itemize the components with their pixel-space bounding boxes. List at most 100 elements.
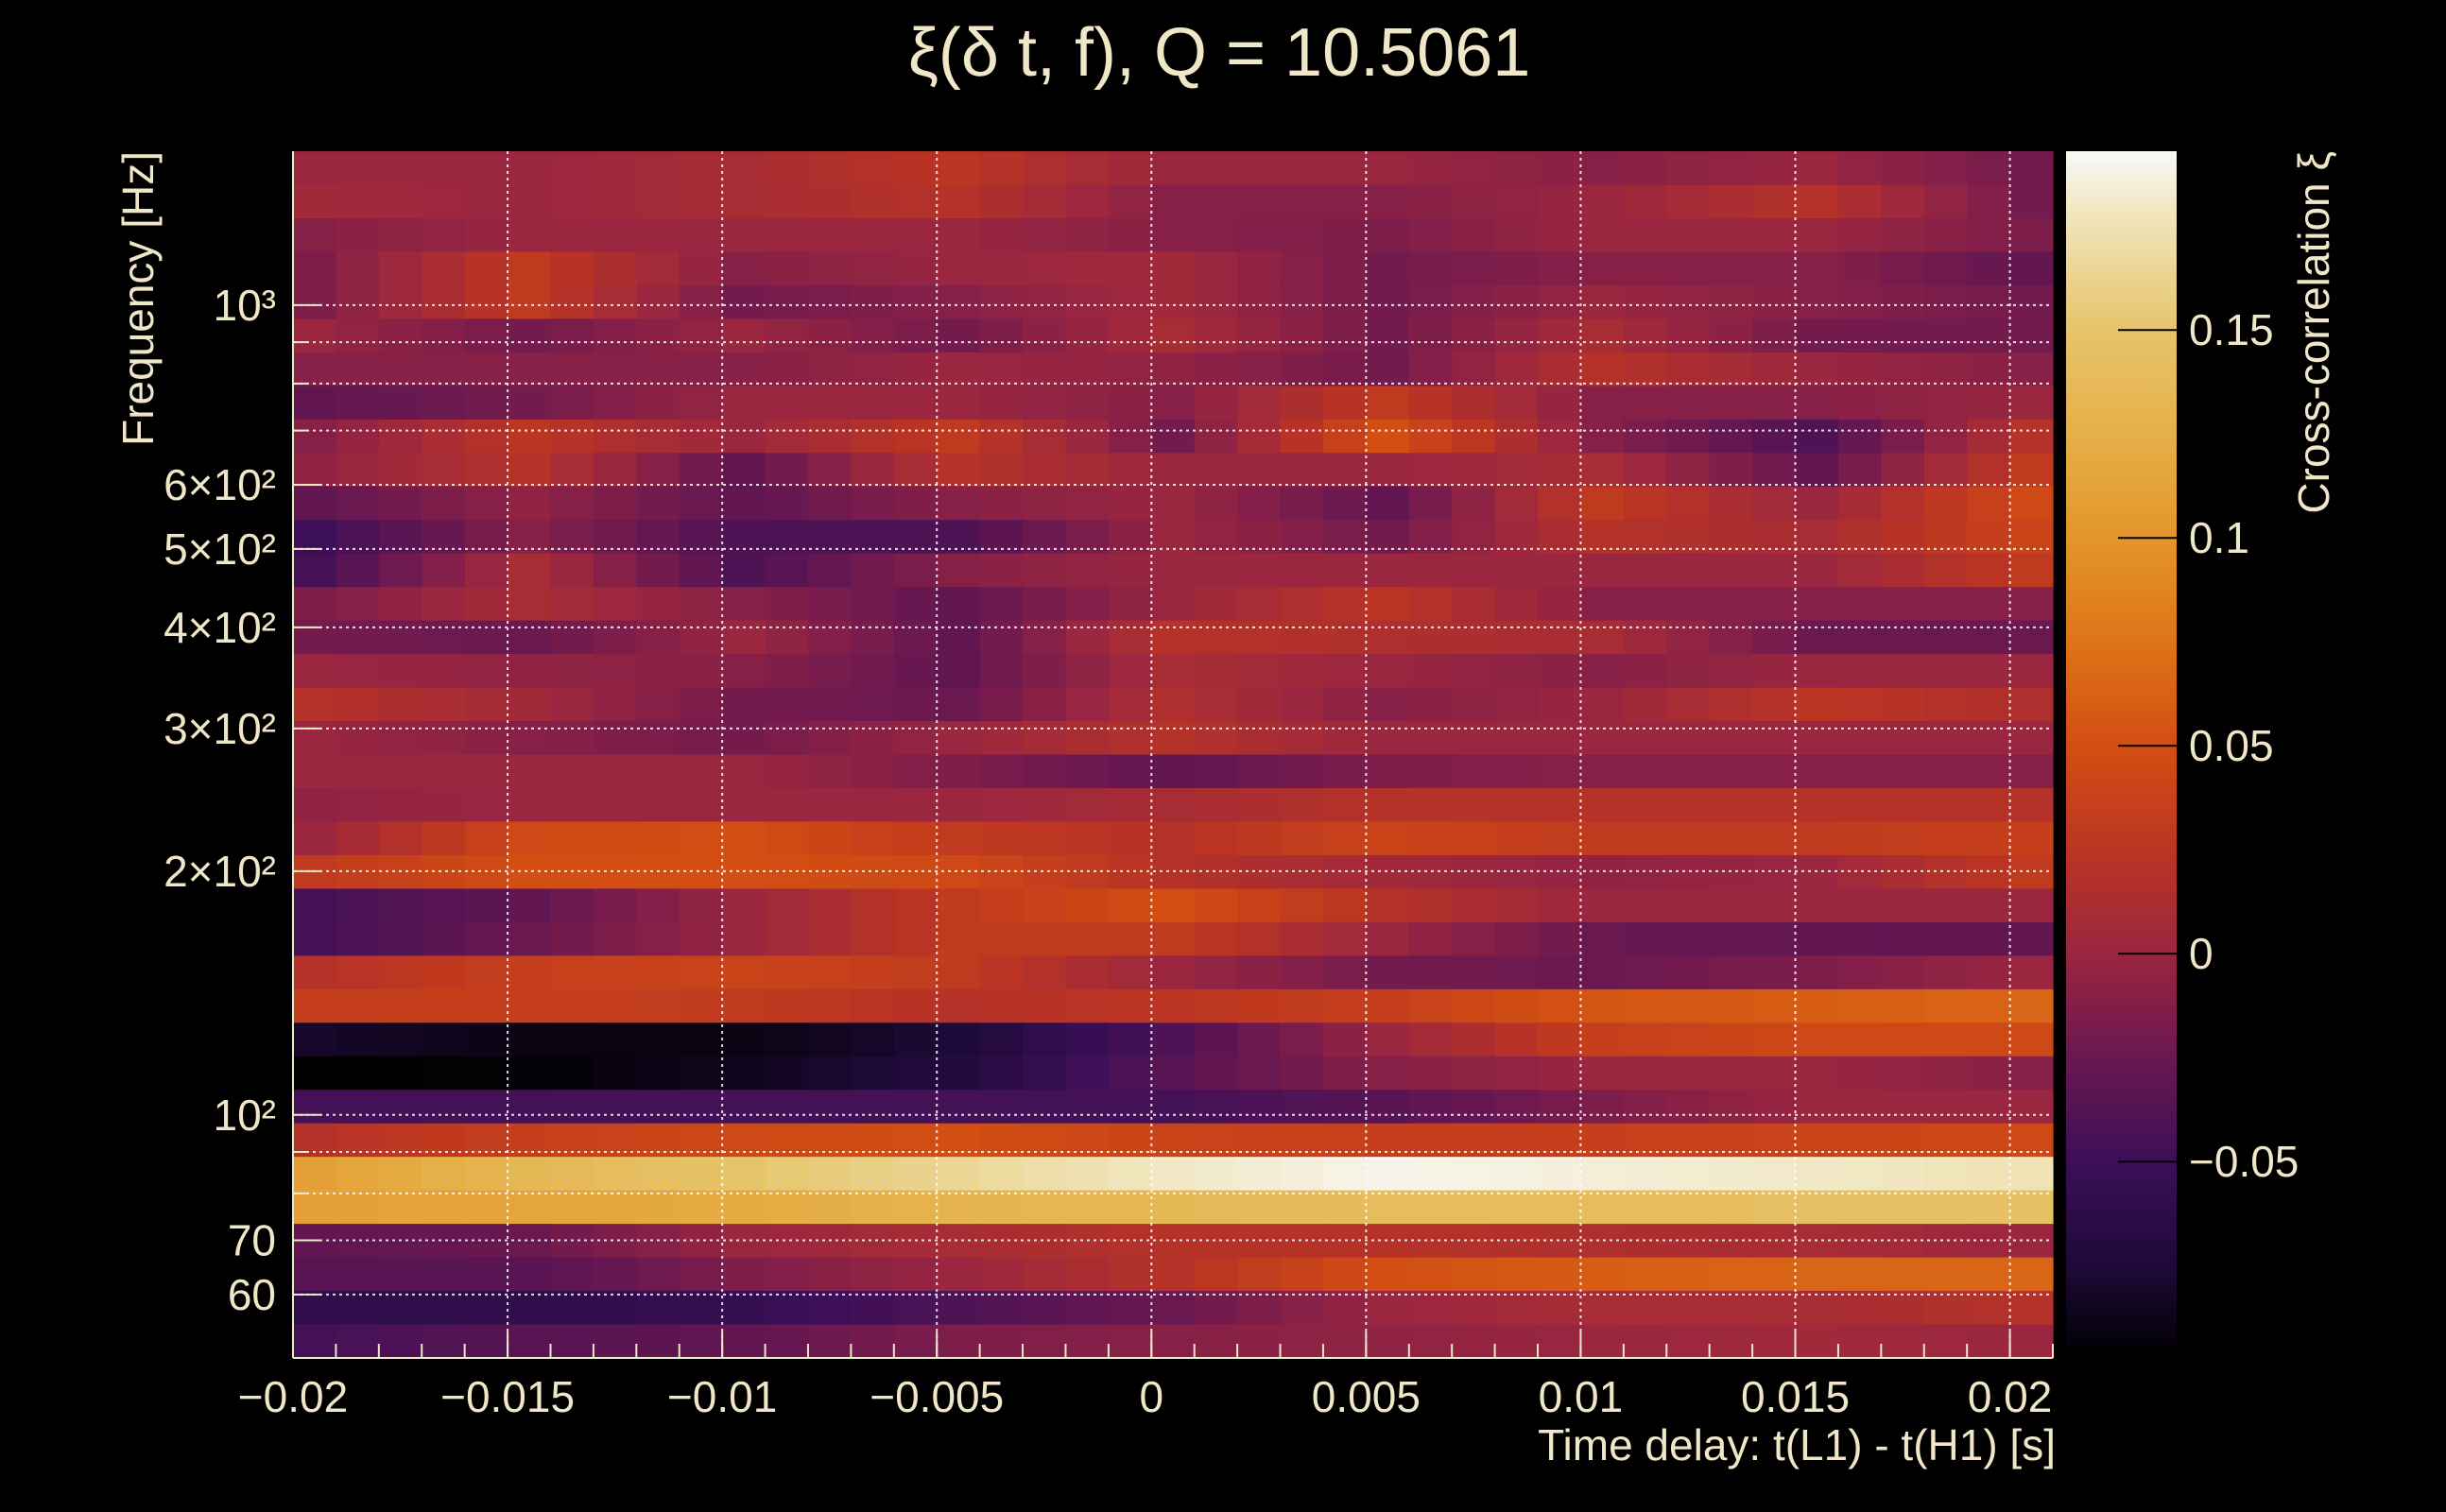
heatmap-cell — [1666, 1056, 1711, 1091]
heatmap-cell — [1280, 1056, 1324, 1091]
heatmap-cell — [1322, 955, 1367, 990]
heatmap-cell — [550, 788, 594, 823]
heatmap-cell — [1280, 1157, 1324, 1192]
heatmap-cell — [1623, 1157, 1667, 1192]
heatmap-cell — [1666, 352, 1711, 387]
heatmap-cell — [1023, 1056, 1067, 1091]
heatmap-cell — [378, 721, 422, 756]
heatmap-cell — [1322, 888, 1367, 923]
heatmap-cell — [1494, 1257, 1539, 1292]
heatmap-cell — [336, 1190, 380, 1225]
heatmap-cell — [1023, 419, 1067, 454]
heatmap-cell — [1065, 386, 1110, 421]
heatmap-cell — [464, 754, 508, 789]
heatmap-cell — [508, 318, 552, 353]
heatmap-cell — [1795, 419, 1839, 454]
heatmap-cell — [893, 486, 938, 521]
heatmap-cell — [1023, 754, 1067, 789]
heatmap-cell — [1322, 687, 1367, 722]
heatmap-cell — [1194, 620, 1238, 655]
x-tick-label: −0.01 — [667, 1372, 777, 1421]
heatmap-cell — [1151, 854, 1196, 890]
heatmap-cell — [1452, 352, 1496, 387]
y-tick-label: 6×10² — [164, 460, 276, 509]
heatmap-cell — [1194, 318, 1238, 353]
heatmap-cell — [1023, 1324, 1067, 1359]
y-tick-label: 60 — [228, 1270, 276, 1319]
heatmap-cell — [636, 988, 680, 1023]
heatmap-cell — [378, 553, 422, 588]
heatmap-cell — [2009, 218, 2054, 253]
heatmap-cell — [1967, 184, 2011, 219]
heatmap-cell — [1322, 151, 1367, 186]
heatmap-cell — [1280, 1291, 1324, 1326]
heatmap-cell — [422, 955, 466, 990]
heatmap-cell — [464, 1056, 508, 1091]
heatmap-cell — [851, 184, 895, 219]
heatmap-cell — [1023, 620, 1067, 655]
heatmap-cell — [636, 1324, 680, 1359]
heatmap-cell — [422, 486, 466, 521]
heatmap-cell — [765, 921, 809, 956]
heatmap-cell — [722, 955, 767, 990]
heatmap-cell — [1065, 318, 1110, 353]
heatmap-cell — [1023, 553, 1067, 588]
heatmap-cell — [336, 921, 380, 956]
heatmap-cell — [722, 854, 767, 890]
heatmap-cell — [765, 251, 809, 286]
heatmap-cell — [893, 1291, 938, 1326]
heatmap-cell — [1108, 386, 1152, 421]
heatmap-cell — [550, 821, 594, 856]
heatmap-cell — [979, 352, 1024, 387]
heatmap-cell — [1752, 955, 1797, 990]
heatmap-cell — [422, 386, 466, 421]
heatmap-cell — [422, 821, 466, 856]
heatmap-cell — [1538, 687, 1582, 722]
heatmap-cell — [550, 1157, 594, 1192]
heatmap-cell — [1837, 151, 1882, 186]
heatmap-cell — [636, 1190, 680, 1225]
heatmap-cell — [1366, 151, 1410, 186]
heatmap-cell — [1366, 988, 1410, 1023]
heatmap-cell — [1580, 553, 1625, 588]
heatmap-cell — [1237, 754, 1282, 789]
heatmap-cell — [508, 1056, 552, 1091]
heatmap-cell — [336, 620, 380, 655]
heatmap-cell — [1795, 854, 1839, 890]
heatmap-cell — [2009, 821, 2054, 856]
heatmap-cell — [593, 754, 637, 789]
heatmap-cell — [378, 821, 422, 856]
heatmap-cell — [1881, 1291, 1925, 1326]
heatmap-cell — [1837, 352, 1882, 387]
heatmap-cell — [765, 520, 809, 555]
heatmap-cell — [1237, 1324, 1282, 1359]
heatmap-cell — [1580, 218, 1625, 253]
heatmap-cell — [893, 284, 938, 320]
heatmap-cell — [679, 1123, 723, 1158]
heatmap-cell — [979, 553, 1024, 588]
heatmap-cell — [893, 1257, 938, 1292]
heatmap-cell — [2009, 1257, 2054, 1292]
heatmap-cell — [1194, 352, 1238, 387]
heatmap-cell — [937, 486, 981, 521]
heatmap-cell — [807, 151, 852, 186]
heatmap-cell — [1322, 654, 1367, 689]
heatmap-cell — [1837, 486, 1882, 521]
heatmap-cell — [807, 587, 852, 622]
heatmap-cell — [979, 1157, 1024, 1192]
heatmap-cell — [1023, 1291, 1067, 1326]
heatmap-cell — [422, 1190, 466, 1225]
heatmap-cell — [1795, 1056, 1839, 1091]
heatmap-cell — [1752, 854, 1797, 890]
heatmap-cell — [636, 1291, 680, 1326]
heatmap-cell — [2009, 988, 2054, 1023]
heatmap-cell — [1837, 1190, 1882, 1225]
heatmap-cell — [722, 352, 767, 387]
heatmap-cell — [1322, 184, 1367, 219]
heatmap-cell — [1967, 318, 2011, 353]
heatmap-cell — [293, 1090, 337, 1125]
heatmap-cell — [937, 453, 981, 488]
heatmap-cell — [807, 419, 852, 454]
heatmap-cell — [1065, 151, 1110, 186]
heatmap-cell — [550, 386, 594, 421]
